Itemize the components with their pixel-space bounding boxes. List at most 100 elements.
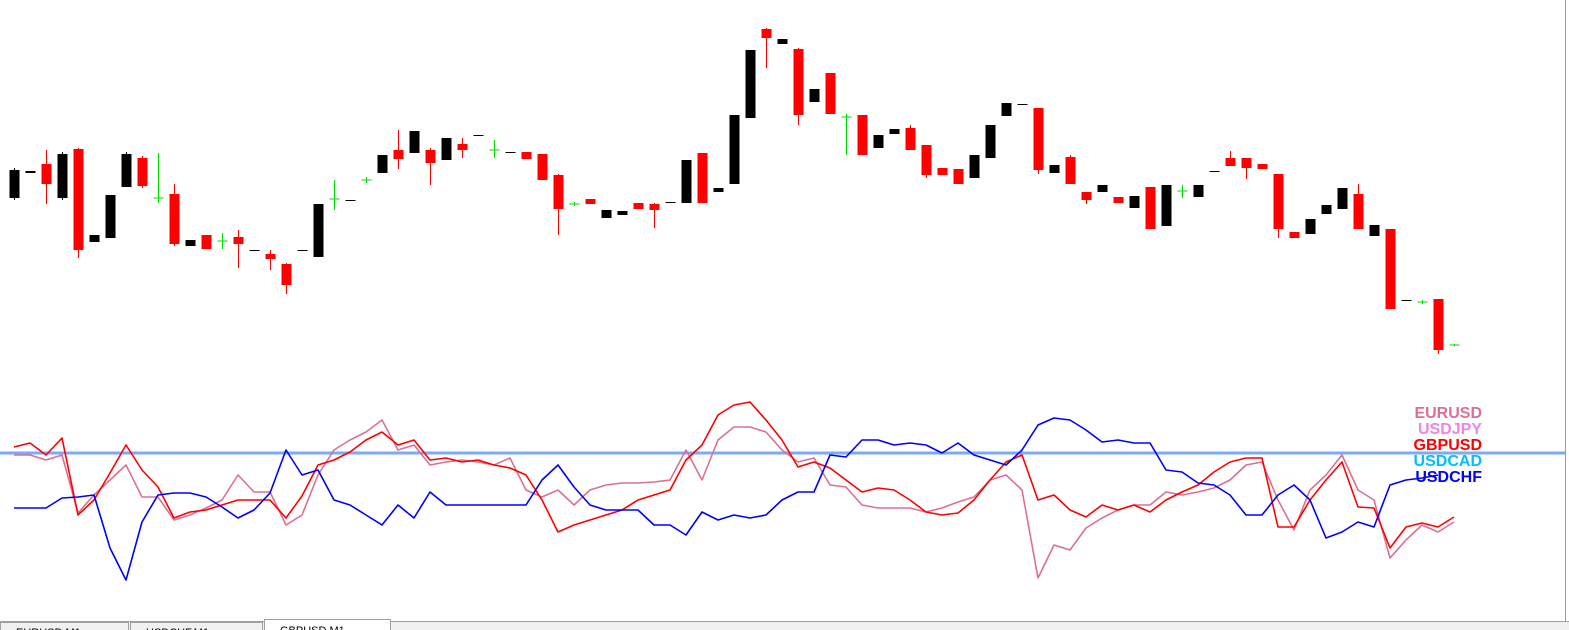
candle-body xyxy=(441,138,452,160)
legend-entry: USDCHF xyxy=(1415,469,1482,486)
candle-body xyxy=(649,204,660,210)
chart-tab[interactable] xyxy=(130,622,263,630)
candle-body xyxy=(1033,108,1044,170)
tab-bar-background xyxy=(0,621,1569,630)
tab-bar: EURUSD,M1 USDCHF,M1 GBPUSD,M1 xyxy=(0,619,1569,630)
candle-body xyxy=(409,131,420,153)
candle-body xyxy=(249,250,260,251)
candle-body xyxy=(1049,165,1060,173)
legend-entry: GBPUSD xyxy=(1414,437,1482,454)
candle-body xyxy=(137,158,148,186)
candle-body xyxy=(777,39,788,44)
chart-tab-label: GBPUSD,M1 xyxy=(280,625,345,630)
candle-body xyxy=(89,235,100,242)
candle-body xyxy=(377,155,388,173)
price-pane xyxy=(9,28,1460,354)
legend-entry: USDCAD xyxy=(1414,453,1482,470)
candle-body xyxy=(521,152,532,159)
candle-body xyxy=(969,155,980,178)
indicator-line xyxy=(14,417,1439,581)
candle-body xyxy=(1433,299,1444,350)
candle-body xyxy=(121,154,132,187)
chart-tab-label: USDCHF,M1 xyxy=(146,627,209,630)
candle-body xyxy=(873,135,884,148)
candle-body xyxy=(201,235,212,249)
chart-tab[interactable] xyxy=(0,622,129,630)
candle-body xyxy=(793,49,804,115)
legend-entry: EURUSD xyxy=(1414,405,1482,422)
indicator-pane xyxy=(0,401,1565,581)
candle-body xyxy=(297,250,308,251)
candle-body xyxy=(1305,219,1316,234)
candle-body xyxy=(9,170,20,198)
legend-entry: USDJPY xyxy=(1418,421,1482,438)
candle-body xyxy=(553,175,564,209)
indicator-line xyxy=(13,401,1455,549)
candle-body xyxy=(345,200,356,201)
candle-body xyxy=(1289,232,1300,238)
candle-body xyxy=(1257,164,1268,169)
candle-body xyxy=(937,168,948,175)
candle-body xyxy=(185,240,196,246)
candle-body xyxy=(233,237,244,244)
candle-body xyxy=(313,204,324,257)
candle-body xyxy=(537,154,548,180)
candle-body xyxy=(1081,192,1092,200)
candle-body xyxy=(825,73,836,114)
candle-body xyxy=(985,125,996,158)
candle-body xyxy=(281,264,292,285)
candle-body xyxy=(1321,205,1332,214)
candle-body xyxy=(1129,196,1140,208)
chart-tab-label: EURUSD,M1 xyxy=(16,627,81,630)
indicator-line xyxy=(14,419,1455,579)
candle-body xyxy=(1097,185,1108,192)
candle-body xyxy=(729,115,740,184)
candle-body xyxy=(921,145,932,175)
candle-body xyxy=(105,195,116,238)
candle-body xyxy=(1401,300,1412,301)
candle-body xyxy=(1241,158,1252,168)
chart-tab[interactable] xyxy=(264,619,391,630)
candle-body xyxy=(857,115,868,155)
candle-body xyxy=(953,169,964,184)
candle-body xyxy=(41,164,52,184)
candle-body xyxy=(1337,188,1348,209)
candle-body xyxy=(1017,104,1028,105)
candle-body xyxy=(1225,158,1236,166)
candle-body xyxy=(1193,185,1204,197)
candle-body xyxy=(889,129,900,134)
candle-body xyxy=(73,149,84,250)
candle-body xyxy=(585,199,596,204)
candle-body xyxy=(169,194,180,244)
candle-body xyxy=(393,150,404,159)
candle-body xyxy=(617,211,628,215)
candle-body xyxy=(633,203,644,209)
candle-body xyxy=(809,89,820,102)
candle-body xyxy=(697,153,708,203)
candle-body xyxy=(1145,187,1156,229)
candle-body xyxy=(745,50,756,118)
candle-body xyxy=(57,154,68,198)
candle-body xyxy=(25,171,36,173)
candle-body xyxy=(601,210,612,218)
candle-body xyxy=(713,188,724,192)
candle-body xyxy=(1001,103,1012,116)
candle-body xyxy=(1273,174,1284,229)
candle-body xyxy=(1209,171,1220,172)
candle-body xyxy=(1369,225,1380,236)
candle-body xyxy=(905,128,916,150)
candle-body xyxy=(425,150,436,163)
candle-body xyxy=(1353,194,1364,229)
candle-body xyxy=(473,135,484,136)
candle-body xyxy=(681,160,692,203)
candle-body xyxy=(665,202,676,203)
candle-body xyxy=(1113,197,1124,203)
candle-body xyxy=(457,144,468,150)
candle-body xyxy=(1385,229,1396,309)
candle-body xyxy=(1065,157,1076,184)
candle-body xyxy=(761,29,772,38)
